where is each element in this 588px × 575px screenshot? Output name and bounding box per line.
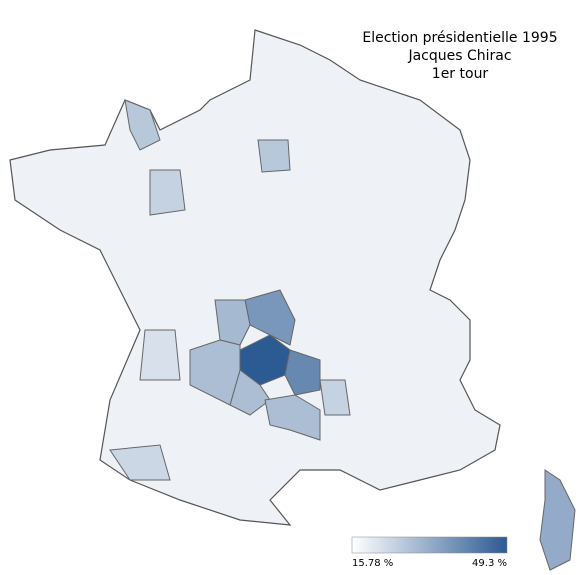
region [109,444,171,481]
region [214,299,251,346]
region [284,349,321,396]
region [149,169,186,216]
region [319,379,351,416]
region [189,339,241,406]
region [124,99,161,151]
region [139,329,181,381]
title-line: 1er tour [432,66,489,82]
legend-max-label: 49.3 % [472,558,507,569]
legend-gradient [351,536,508,554]
france-outline [9,29,501,526]
region [257,139,291,173]
legend-min-label: 15.78 % [352,558,393,569]
region [264,394,321,441]
title-line: Jacques Chirac [407,48,511,64]
title-line: Election présidentielle 1995 [362,30,557,46]
region [539,469,576,571]
